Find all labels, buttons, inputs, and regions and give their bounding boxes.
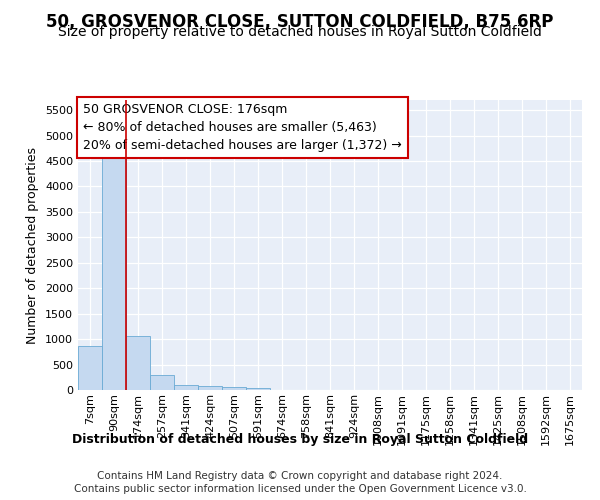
Bar <box>126 336 150 390</box>
Text: Size of property relative to detached houses in Royal Sutton Coldfield: Size of property relative to detached ho… <box>58 25 542 39</box>
Y-axis label: Number of detached properties: Number of detached properties <box>26 146 40 344</box>
Text: Contains public sector information licensed under the Open Government Licence v3: Contains public sector information licen… <box>74 484 526 494</box>
Bar <box>78 346 102 390</box>
Bar <box>150 375 174 390</box>
Bar <box>174 385 198 390</box>
Bar <box>222 387 246 390</box>
Bar <box>198 386 222 390</box>
Text: 50, GROSVENOR CLOSE, SUTTON COLDFIELD, B75 6RP: 50, GROSVENOR CLOSE, SUTTON COLDFIELD, B… <box>46 12 554 30</box>
Text: 50 GROSVENOR CLOSE: 176sqm
← 80% of detached houses are smaller (5,463)
20% of s: 50 GROSVENOR CLOSE: 176sqm ← 80% of deta… <box>83 103 402 152</box>
Bar <box>246 388 270 390</box>
Bar <box>102 157 126 390</box>
Text: Distribution of detached houses by size in Royal Sutton Coldfield: Distribution of detached houses by size … <box>72 432 528 446</box>
Text: Contains HM Land Registry data © Crown copyright and database right 2024.: Contains HM Land Registry data © Crown c… <box>97 471 503 481</box>
